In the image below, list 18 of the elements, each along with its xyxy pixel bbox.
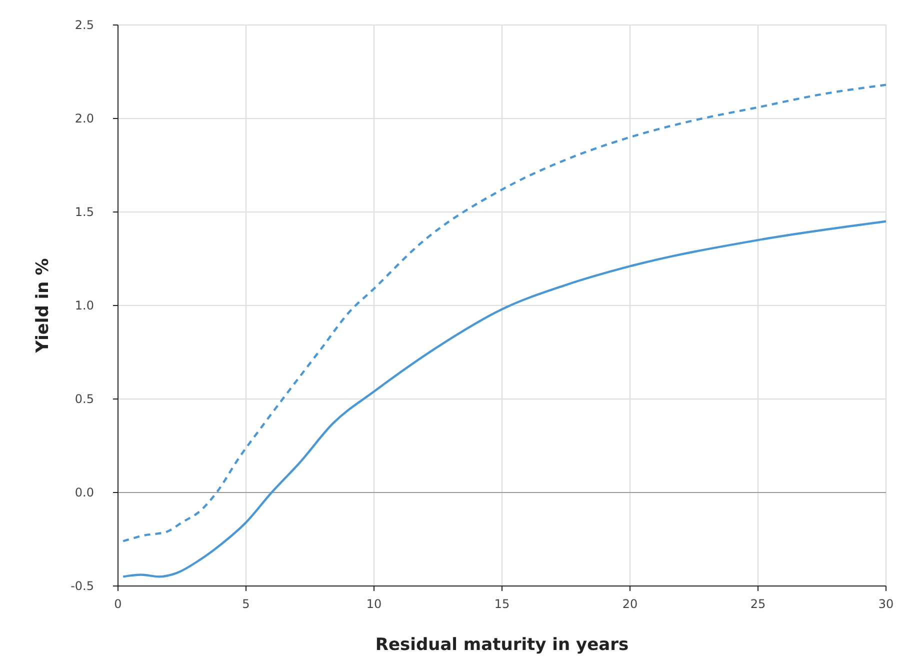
x-tick-label: 5 <box>242 597 250 611</box>
y-tick-label: 0.5 <box>74 392 94 406</box>
x-tick-label: 25 <box>750 597 766 611</box>
x-axis-title: Residual maturity in years <box>375 635 629 655</box>
x-tick-label: 15 <box>494 597 510 611</box>
y-tick-label: 2.0 <box>74 112 94 126</box>
x-tick-label: 30 <box>878 597 894 611</box>
x-tick-label: 20 <box>622 597 638 611</box>
x-tick-label: 0 <box>114 597 122 611</box>
x-tick-label: 10 <box>366 597 382 611</box>
line-series <box>122 84 888 542</box>
y-axis-title: Yield in % <box>33 258 53 354</box>
line-series <box>122 220 888 578</box>
y-tick-label: 1.0 <box>74 298 94 312</box>
y-tick-label: 1.5 <box>74 205 94 219</box>
y-tick-label: -0.5 <box>70 579 94 593</box>
y-tick-label: 0.0 <box>74 486 94 500</box>
y-tick-label: 2.5 <box>74 18 94 32</box>
